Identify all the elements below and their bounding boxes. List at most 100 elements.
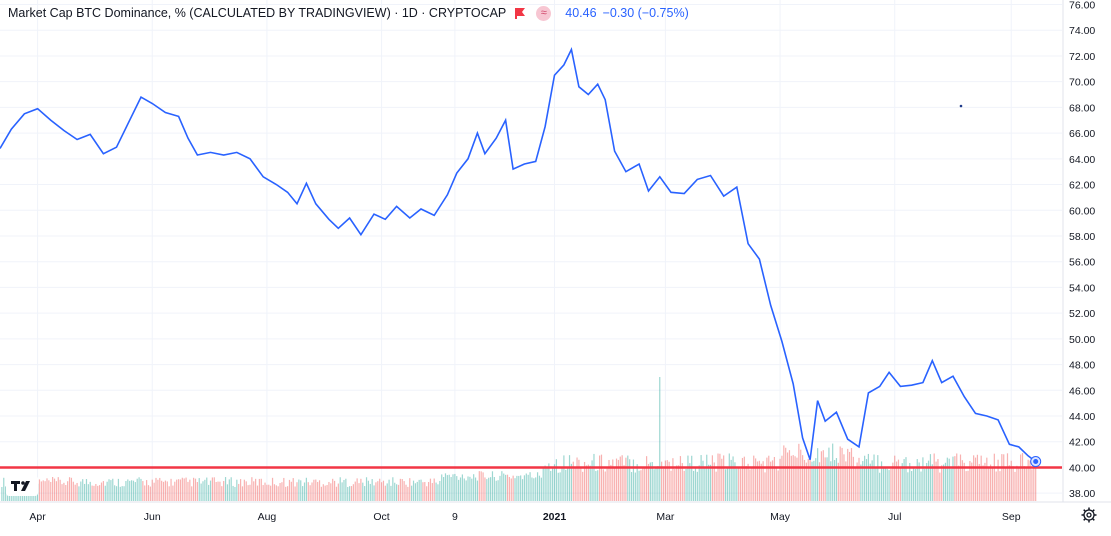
volume-bar (931, 464, 933, 501)
volume-bar (963, 462, 965, 501)
volume-bar (948, 458, 950, 501)
volume-bar (681, 463, 683, 501)
volume-bar (480, 471, 482, 501)
volume-bar (176, 479, 178, 501)
volume-bar (452, 474, 454, 501)
volume-bar (661, 461, 663, 501)
volume-bar (510, 478, 512, 501)
volume-bar (146, 480, 148, 501)
x-tick-label: May (770, 511, 791, 523)
volume-bar (206, 477, 208, 501)
volume-bar (42, 480, 44, 501)
dominance-line[interactable] (0, 47, 1037, 463)
volume-bar (961, 460, 963, 501)
volume-bar (533, 478, 535, 501)
y-tick-label: 60.00 (1069, 205, 1095, 217)
gear-icon[interactable] (1081, 507, 1097, 523)
volume-bar (311, 482, 313, 501)
flag-icon[interactable] (514, 7, 526, 19)
volume-bar (1001, 454, 1003, 501)
volume-bar (813, 460, 815, 501)
volume-bar (450, 477, 452, 501)
volume-bar (760, 463, 762, 501)
volume-bar (270, 485, 272, 501)
volume-bar (239, 479, 242, 501)
compare-icon[interactable]: ≈ (536, 5, 552, 21)
volume-bar (521, 479, 524, 501)
volume-bar (377, 481, 379, 501)
volume-bar (302, 486, 304, 501)
volume-bar (540, 477, 542, 501)
volume-bar (482, 472, 484, 501)
volume-bar (864, 455, 866, 501)
volume-bar (956, 453, 958, 501)
volume-bar (783, 445, 785, 501)
volume-bar (456, 476, 458, 501)
volume-bar (634, 472, 636, 501)
volume-bar (805, 462, 807, 501)
y-tick-label: 38.00 (1069, 488, 1095, 500)
volume-bar (264, 482, 266, 501)
volume-bar (666, 460, 668, 501)
volume-bar (536, 472, 539, 501)
volume-bar (942, 464, 945, 501)
volume-bar (279, 483, 281, 501)
volume-bar (189, 479, 191, 501)
volume-bar (332, 478, 334, 501)
volume-bar (820, 451, 823, 501)
volume-bar (552, 467, 554, 501)
volume-bar (262, 485, 264, 501)
volume-bar (76, 482, 78, 501)
volume-bar (794, 456, 796, 501)
volume-bar (576, 457, 578, 501)
volume-bar (108, 479, 110, 501)
volume-bar (349, 486, 351, 501)
volume-bar (277, 486, 279, 501)
volume-bar (149, 486, 151, 501)
volume-bar (670, 470, 672, 501)
volume-bar (850, 448, 853, 501)
volume-bar (1018, 466, 1020, 501)
volume-bar (1012, 466, 1014, 501)
symbol-title[interactable]: Market Cap BTC Dominance, % (CALCULATED … (8, 6, 507, 20)
volume-bar (191, 486, 193, 501)
volume-bar (179, 479, 182, 501)
y-tick-label: 70.00 (1069, 77, 1095, 89)
volume-bar (756, 461, 759, 501)
volume-bar (738, 468, 740, 501)
time-axis[interactable]: Apr Jun Aug Oct 9 2021 Mar May Jul Sep (29, 511, 1020, 523)
volume-bar (127, 479, 129, 501)
volume-bar (988, 467, 990, 501)
volume-bar (659, 377, 661, 501)
volume-bar (726, 467, 729, 501)
volume-bar (587, 464, 589, 501)
volume-bar (721, 458, 723, 501)
volume-bar (1023, 466, 1026, 501)
volume-bar (905, 457, 907, 501)
volume-bar (379, 478, 381, 501)
volume-bar (580, 467, 582, 501)
volume-bar (585, 465, 588, 501)
volume-bar (835, 458, 838, 501)
volume-bar (132, 480, 135, 501)
volume-bar (651, 462, 653, 501)
volume-bar (882, 466, 885, 501)
volume-bar (380, 482, 383, 501)
volume-bar (642, 467, 644, 501)
volume-bar (465, 480, 467, 501)
volume-bar (884, 467, 886, 501)
volume-bar (345, 478, 347, 501)
volume-bar (899, 467, 901, 501)
tradingview-logo-icon[interactable] (6, 476, 38, 496)
volume-bar (698, 465, 700, 501)
volume-bar (939, 472, 941, 501)
volume-bar (420, 479, 422, 501)
volume-bar (209, 480, 212, 501)
volume-bar (501, 471, 503, 501)
price-axis[interactable]: 76.00 74.00 72.00 70.00 68.00 66.00 64.00 62.00… (1069, 0, 1095, 500)
volume-bar (497, 480, 499, 501)
volume-bar (717, 453, 719, 501)
volume-bar (888, 470, 890, 501)
